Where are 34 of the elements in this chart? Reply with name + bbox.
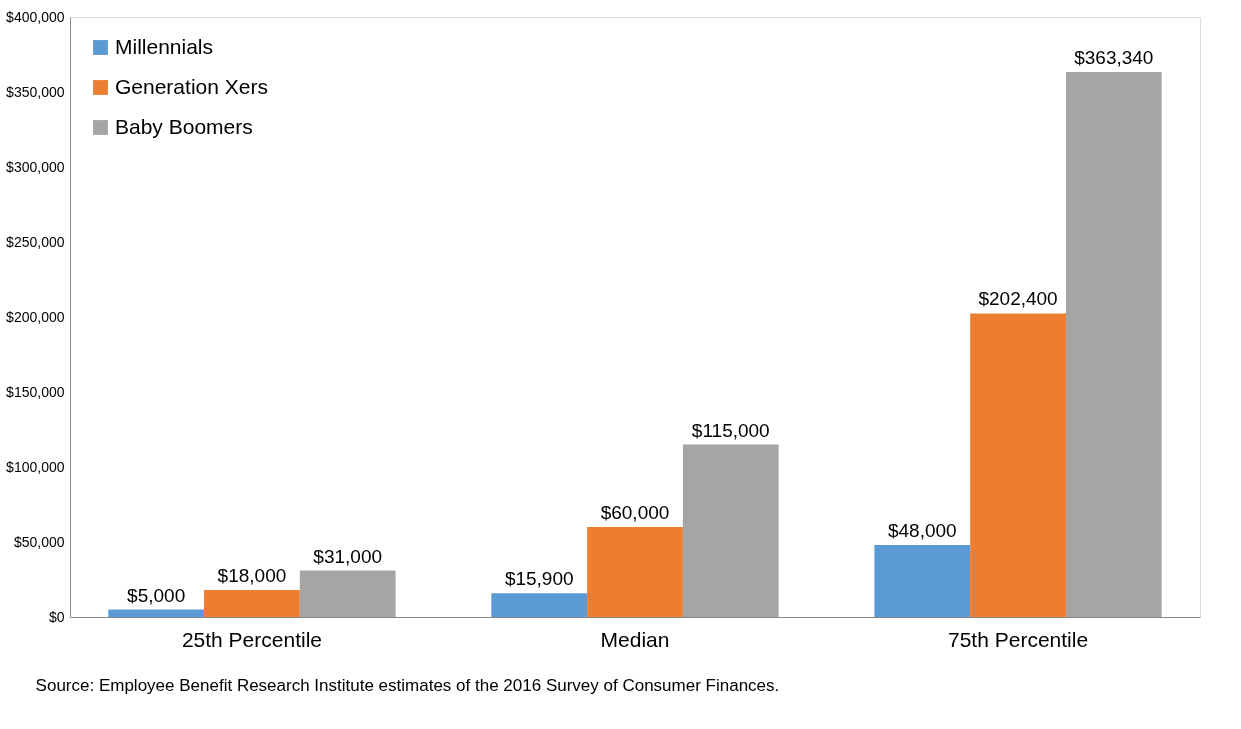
data-label: $18,000 xyxy=(217,565,287,586)
legend-label: Baby Boomers xyxy=(115,114,253,138)
bar xyxy=(682,444,779,617)
y-tick-label: $100,000 xyxy=(6,458,65,475)
bar xyxy=(874,545,971,617)
y-tick-label: $200,000 xyxy=(6,308,65,325)
data-label: $363,340 xyxy=(1074,46,1154,68)
x-tick-label: 75th Percentile xyxy=(948,627,1089,651)
x-tick-label: Median xyxy=(600,627,670,651)
bar xyxy=(491,593,588,617)
bar xyxy=(1065,71,1162,617)
data-label: $5,000 xyxy=(127,584,186,606)
source-note: Source: Employee Benefit Research Institute estimates of the 2016 Survey of Consumer Finances. xyxy=(35,676,780,695)
bar xyxy=(587,527,683,617)
bar xyxy=(108,609,205,617)
y-tick-label: $150,000 xyxy=(6,383,65,400)
y-tick-label: $50,000 xyxy=(13,533,65,550)
x-tick-label: 25th Percentile xyxy=(181,627,322,651)
bar xyxy=(299,570,396,617)
data-label: $15,900 xyxy=(504,568,574,590)
y-tick-label: $400,000 xyxy=(6,8,65,25)
bar xyxy=(970,313,1066,617)
data-label: $60,000 xyxy=(600,502,670,523)
data-label: $115,000 xyxy=(691,419,770,441)
data-label: $202,400 xyxy=(978,288,1058,310)
legend-label: Generation Xers xyxy=(115,74,268,98)
data-label: $31,000 xyxy=(313,545,383,567)
bar xyxy=(204,590,300,617)
y-tick-label: $350,000 xyxy=(6,83,65,100)
y-tick-label: $250,000 xyxy=(6,233,65,250)
y-tick-label: $0 xyxy=(48,608,65,625)
y-tick-label: $300,000 xyxy=(6,158,65,175)
data-label: $48,000 xyxy=(887,520,957,541)
legend-label: Millennials xyxy=(115,34,214,58)
